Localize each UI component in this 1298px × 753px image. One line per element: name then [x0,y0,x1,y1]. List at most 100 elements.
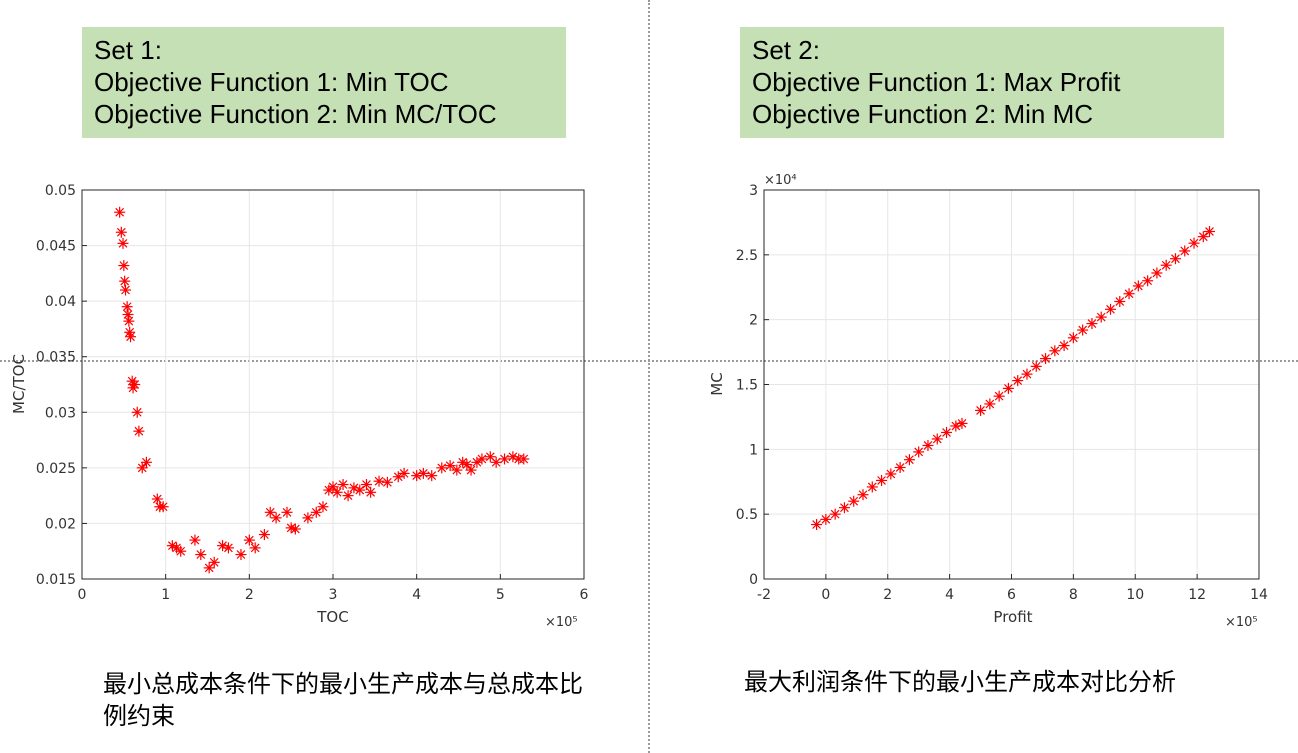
y-tick-label: 1.5 [736,378,758,394]
data-point [381,476,393,488]
y-tick-label: 0.05 [45,183,76,199]
data-point [1197,231,1209,243]
data-point [876,474,888,486]
data-point [360,479,372,491]
chart-2-points [811,225,1215,531]
chart-1-ticks: 0 1 2 3 4 5 6 0.015 0.02 0.025 0.03 0.035 0.04 0.045 0… [36,183,589,603]
data-point [931,433,943,445]
x-tick-label: 4 [412,587,421,603]
data-point [118,260,130,272]
data-point [1169,253,1181,265]
data-point [222,542,234,554]
y-tick-label: 0 [749,572,758,588]
chart-2-ylabel: MC [708,372,726,395]
x-tick-label: 5 [496,587,505,603]
y-tick-label: 0.045 [36,239,76,255]
data-point [115,226,127,238]
data-point [208,556,220,568]
x-tick-label: 14 [1250,587,1268,603]
y-tick-label: 3 [749,183,758,199]
set-2-title: Set 2: [752,35,820,65]
data-point [1123,288,1135,300]
data-point [243,534,255,546]
data-point [444,460,456,472]
data-point [1132,280,1144,292]
x-tick-label: 8 [1069,587,1078,603]
data-point [133,425,145,437]
chart-1-ylabel: MC/TOC [10,354,28,414]
data-point [1151,267,1163,279]
data-point [838,502,850,514]
data-point [281,506,293,518]
data-point [465,464,477,476]
data-point [984,398,996,410]
y-tick-label: 0.025 [36,461,76,477]
x-tick-label: 4 [945,587,954,603]
chart-1-xlabel: TOC [316,608,348,626]
y-tick-label: 0.02 [45,516,76,532]
data-point [820,513,832,525]
data-point [270,512,282,524]
data-point [195,549,207,561]
data-point [1030,360,1042,372]
data-point [1086,318,1098,330]
data-point [848,495,860,507]
x-tick-label: 1 [161,587,170,603]
data-point [317,501,329,513]
data-point [151,493,163,505]
data-point [1114,296,1126,308]
x-tick-label: -2 [757,587,771,603]
data-point [140,456,152,468]
x-tick-label: 2 [245,587,254,603]
data-point [1160,259,1172,271]
data-point [264,506,276,518]
chart-1: 0 1 2 3 4 5 6 0.015 0.02 0.025 0.03 0.035 0.04 0.045 0… [10,183,589,630]
y-tick-label: 0.015 [36,572,76,588]
data-point [451,464,463,476]
data-point [1067,332,1079,344]
data-point [121,301,133,313]
data-point [120,284,132,296]
x-tick-label: 0 [821,587,830,603]
data-point [1105,303,1116,315]
x-tick-label: 3 [329,587,338,603]
data-point [1040,353,1052,365]
chart-1-points [114,206,530,574]
chart-2-xlabel: Profit [993,608,1032,626]
data-point [490,456,502,468]
data-point [249,542,261,554]
data-point [1095,311,1107,323]
data-point [131,406,143,418]
data-point [975,404,987,416]
chart-1-x-exponent: ×10⁵ [545,615,578,630]
data-point [235,549,247,561]
data-point [157,501,169,513]
set-2-objective-1: Objective Function 1: Max Profit [752,67,1121,97]
data-point [903,454,915,466]
data-point [392,471,404,483]
data-point [956,417,968,429]
chart-1-grid [81,189,585,580]
x-tick-label: 2 [883,587,892,603]
data-point [114,206,126,218]
set-1-box: Set 1: Objective Function 1: Min TOC Obj… [82,27,566,138]
data-point [258,529,270,541]
data-point [913,446,925,458]
data-point [426,470,438,482]
data-point [310,506,322,518]
data-point [119,275,131,287]
chart-2-y-exponent: ×10⁴ [764,173,797,188]
x-tick-label: 6 [580,587,589,603]
data-point [373,475,385,487]
data-point [499,453,511,465]
data-point [289,523,301,535]
data-point [1049,345,1061,357]
chart-2-x-exponent: ×10⁵ [1225,615,1258,630]
data-point [1204,225,1215,237]
y-tick-label: 0.5 [736,507,758,523]
data-point [342,490,354,502]
caption-right: 最大利润条件下的最小生产成本对比分析 [744,668,1176,696]
set-1-objective-1: Objective Function 1: Min TOC [94,67,449,97]
